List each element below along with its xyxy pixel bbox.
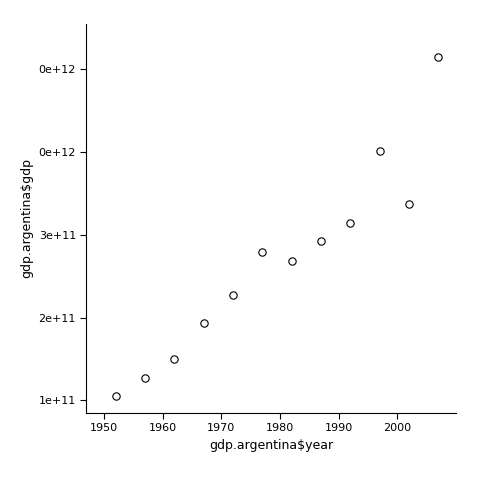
Y-axis label: gdp.argentina$gdp: gdp.argentina$gdp [20, 158, 33, 278]
X-axis label: gdp.argentina$year: gdp.argentina$year [209, 439, 333, 452]
Point [434, 53, 442, 61]
Point [141, 374, 149, 382]
Point [317, 237, 325, 245]
Point [288, 258, 296, 265]
Point [405, 201, 413, 208]
Point [170, 355, 178, 363]
Point [112, 393, 120, 400]
Point [259, 249, 266, 256]
Point [347, 219, 354, 227]
Point [200, 320, 207, 327]
Point [229, 291, 237, 299]
Point [376, 147, 384, 155]
